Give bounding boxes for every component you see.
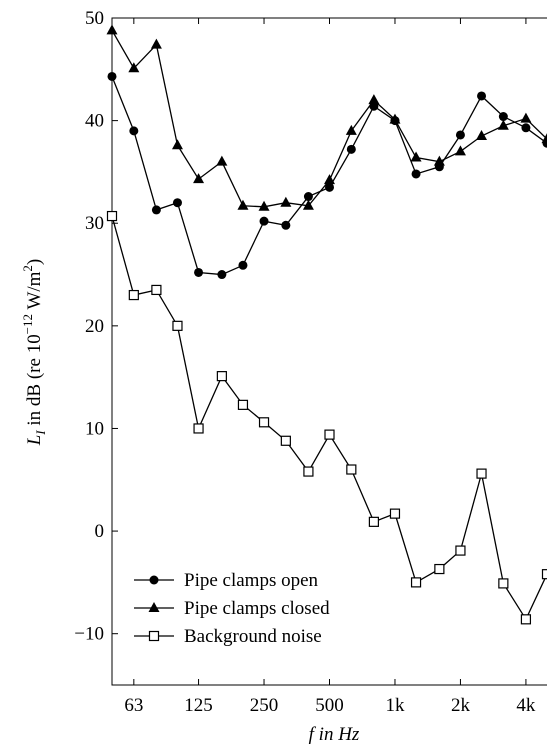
series-line — [111, 215, 547, 621]
point — [150, 38, 162, 49]
point — [541, 133, 547, 144]
point — [433, 155, 445, 166]
x-tick-label: 63 — [124, 695, 143, 716]
point — [455, 130, 465, 140]
point — [476, 130, 488, 141]
y-axis-label-part: ) — [24, 259, 45, 265]
point — [258, 200, 270, 211]
legend-marker — [148, 602, 160, 612]
point — [346, 464, 357, 475]
point — [498, 578, 509, 589]
legend-label: Pipe clamps closed — [184, 598, 330, 619]
point — [303, 192, 313, 202]
point — [216, 371, 227, 382]
y-tick-label: 10 — [85, 418, 104, 439]
point — [238, 260, 248, 270]
point — [520, 614, 532, 625]
point — [497, 119, 509, 130]
point — [128, 289, 139, 301]
point — [324, 429, 335, 440]
point — [345, 124, 357, 135]
y-axis-label-part: −12 — [20, 314, 35, 334]
point — [389, 113, 401, 124]
axis-frame — [111, 17, 547, 686]
point — [368, 516, 379, 527]
point — [128, 62, 140, 73]
legend-marker — [148, 630, 160, 642]
point — [477, 91, 487, 101]
point — [389, 508, 401, 519]
point — [237, 199, 249, 210]
y-axis-label-part: 2 — [20, 265, 35, 272]
point — [303, 466, 314, 477]
legend-marker — [149, 575, 159, 585]
y-tick-label: 40 — [85, 111, 104, 132]
point — [151, 284, 162, 296]
y-axis-label-part: in dB (re 10 — [24, 334, 45, 430]
y-axis-label-part: L — [24, 435, 45, 447]
y-axis-label: LI in dB (re 10−12 W/m2) — [20, 259, 48, 447]
y-tick-label: 0 — [95, 521, 105, 542]
x-axis-label: f in Hz — [309, 724, 360, 745]
x-tick-label: 250 — [250, 695, 279, 716]
point — [106, 210, 118, 222]
point — [324, 174, 335, 185]
point — [171, 139, 183, 150]
point — [302, 199, 314, 210]
point — [217, 270, 227, 280]
y-tick-label: 30 — [85, 213, 104, 234]
legend-label: Pipe clamps open — [184, 570, 319, 591]
point — [151, 205, 161, 215]
point — [454, 145, 466, 156]
point — [258, 417, 270, 428]
x-tick-label: 2k — [451, 695, 471, 716]
point — [411, 169, 421, 179]
point — [455, 545, 466, 556]
point — [498, 112, 508, 122]
point — [237, 399, 249, 410]
point — [325, 182, 334, 192]
x-tick-label: 4k — [516, 695, 536, 716]
legend-label: Background noise — [184, 626, 322, 647]
point — [129, 126, 139, 136]
point — [410, 577, 422, 588]
y-axis-label-part: I — [33, 430, 48, 436]
point — [216, 155, 228, 166]
y-tick-label: 50 — [85, 8, 104, 29]
point — [259, 216, 269, 226]
point — [280, 435, 291, 446]
point — [193, 173, 205, 184]
point — [280, 196, 292, 207]
point — [194, 267, 204, 277]
point — [193, 423, 204, 434]
x-tick-label: 500 — [315, 695, 344, 716]
point — [434, 563, 445, 575]
point — [281, 220, 291, 230]
point — [107, 71, 117, 81]
y-tick-label: −10 — [74, 624, 104, 645]
y-axis-label-part: W/m — [24, 271, 45, 314]
point — [368, 94, 380, 105]
point — [520, 112, 532, 123]
point — [172, 320, 183, 331]
point — [172, 198, 182, 208]
point — [476, 468, 487, 479]
point — [106, 24, 118, 35]
y-tick-label: 20 — [85, 316, 104, 337]
point — [521, 123, 531, 133]
point — [410, 151, 422, 162]
point — [541, 569, 547, 580]
x-tick-label: 1k — [385, 695, 405, 716]
x-tick-label: 125 — [184, 695, 213, 716]
point — [346, 144, 356, 154]
